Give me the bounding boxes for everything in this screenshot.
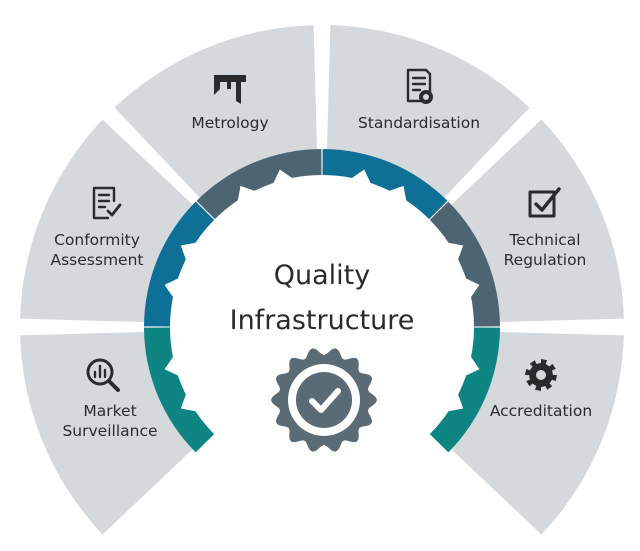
segment-accreditation-ring bbox=[429, 327, 500, 453]
segment-market-surveillance-ring bbox=[144, 327, 215, 453]
segment-technical-regulation-notch-2 bbox=[447, 242, 464, 261]
segment-standardisation-notch-2 bbox=[350, 169, 372, 185]
segment-accreditation-label: Accreditation bbox=[490, 402, 592, 420]
segment-conformity-assessment: Conformity Assessment bbox=[20, 119, 215, 327]
segment-standardisation-label: Standardisation bbox=[358, 114, 480, 132]
segment-market-surveillance-label: Market Surveillance bbox=[62, 402, 157, 440]
segment-accreditation: Accreditation bbox=[429, 327, 624, 535]
segment-market-surveillance-panel bbox=[20, 331, 195, 535]
segment-technical-regulation-label-line-2: Regulation bbox=[504, 251, 587, 269]
segment-conformity-assessment-label-line-1: Conformity bbox=[54, 231, 140, 249]
center-title-line2: Infrastructure bbox=[230, 305, 415, 336]
segment-technical-regulation-panel bbox=[449, 119, 624, 323]
center-emblem bbox=[271, 348, 377, 452]
segment-conformity-assessment-notch-2 bbox=[164, 277, 180, 299]
segment-standardisation-panel bbox=[326, 25, 530, 200]
segment-technical-regulation: Technical Regulation bbox=[429, 119, 624, 327]
segment-standardisation-notch-1 bbox=[388, 185, 407, 202]
segment-conformity-assessment-ring bbox=[144, 201, 215, 327]
segment-conformity-assessment-label-line-2: Assessment bbox=[51, 251, 144, 269]
segment-metrology-notch-2 bbox=[237, 185, 256, 202]
seal-core bbox=[296, 372, 352, 428]
segment-market-surveillance-notch-2 bbox=[180, 393, 197, 412]
segment-accreditation-notch-1 bbox=[447, 393, 464, 412]
segment-technical-regulation-notch-1 bbox=[464, 277, 480, 299]
segment-metrology-label: Metrology bbox=[191, 114, 268, 132]
segments-layer: Metrology Standardisation Technical Regulat… bbox=[20, 25, 624, 535]
segment-market-surveillance-notch-1 bbox=[164, 355, 180, 377]
segment-metrology-notch-1 bbox=[272, 169, 294, 185]
segment-conformity-assessment-label: Conformity Assessment bbox=[51, 231, 144, 269]
magnifier-chart-icon bbox=[86, 358, 120, 392]
segment-accreditation-panel bbox=[449, 331, 624, 535]
segment-metrology-ring bbox=[196, 149, 322, 220]
segment-technical-regulation-label-line-1: Technical bbox=[508, 231, 580, 249]
segment-market-surveillance-label-line-1: Market bbox=[83, 402, 136, 420]
certificate-document-icon bbox=[406, 68, 433, 104]
center-title-line1: Quality bbox=[274, 260, 370, 291]
segment-market-surveillance-label-line-2: Surveillance bbox=[62, 422, 157, 440]
segment-technical-regulation-label: Technical Regulation bbox=[504, 231, 587, 269]
caliper-icon bbox=[214, 75, 246, 104]
segment-metrology: Metrology bbox=[114, 25, 322, 220]
segment-conformity-assessment-panel bbox=[20, 119, 195, 323]
segment-accreditation-notch-2 bbox=[464, 355, 480, 377]
check-badge-icon bbox=[309, 388, 341, 413]
checklist-icon bbox=[92, 186, 122, 220]
segment-metrology-panel bbox=[114, 25, 318, 200]
gear-icon bbox=[525, 359, 557, 391]
segment-accreditation-label-line-1: Accreditation bbox=[490, 402, 592, 420]
segment-standardisation-label-line-1: Standardisation bbox=[358, 114, 480, 132]
segment-market-surveillance: Market Surveillance bbox=[20, 327, 215, 535]
checkbox-icon bbox=[528, 187, 561, 218]
segment-metrology-label-line-1: Metrology bbox=[191, 114, 268, 132]
segment-conformity-assessment-notch-1 bbox=[180, 242, 197, 261]
segment-standardisation: Standardisation bbox=[322, 25, 530, 220]
segment-technical-regulation-ring bbox=[429, 201, 500, 327]
segment-standardisation-ring bbox=[322, 149, 448, 220]
